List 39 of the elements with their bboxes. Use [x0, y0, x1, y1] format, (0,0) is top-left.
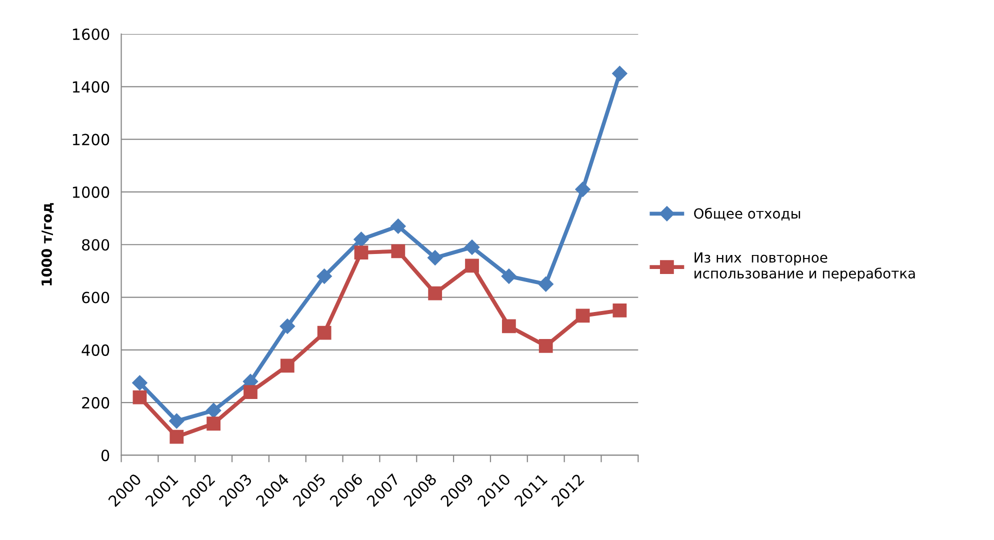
point: [132, 390, 147, 404]
y-tick-label: 800: [82, 239, 110, 251]
point: [170, 430, 184, 444]
point: [465, 258, 479, 273]
y-tick-label: 600: [82, 292, 110, 304]
point: [316, 268, 332, 284]
point: [612, 66, 628, 82]
point: [354, 246, 368, 260]
point: [280, 358, 294, 373]
point: [428, 286, 442, 300]
legend-label: Общее отходы: [694, 208, 800, 220]
point: [575, 182, 590, 197]
point: [390, 218, 406, 234]
y-tick-label: 1600: [72, 28, 110, 40]
y-axis-title: 1000 т/год: [41, 203, 54, 286]
point: [612, 303, 627, 318]
point: [132, 375, 148, 390]
y-tick-label: 1200: [72, 134, 110, 146]
y-tick-label: 200: [82, 397, 110, 409]
point: [169, 413, 184, 429]
y-tick-label: 1000: [72, 186, 110, 198]
point: [280, 318, 295, 334]
point: [244, 385, 258, 399]
y-tick-label: 400: [82, 344, 110, 356]
point: [538, 276, 554, 292]
point: [501, 268, 516, 284]
y-tick-label: 0: [101, 450, 110, 462]
point: [317, 326, 332, 340]
point: [206, 402, 222, 418]
point: [391, 244, 406, 258]
point: [354, 232, 369, 247]
point: [538, 339, 553, 353]
point: [464, 240, 480, 255]
y-tick-label: 1400: [72, 81, 110, 93]
point: [576, 308, 590, 323]
legend-label: Из них повторное использование и переработка: [694, 252, 915, 282]
point: [428, 250, 443, 266]
point: [206, 416, 221, 431]
point: [502, 319, 516, 334]
